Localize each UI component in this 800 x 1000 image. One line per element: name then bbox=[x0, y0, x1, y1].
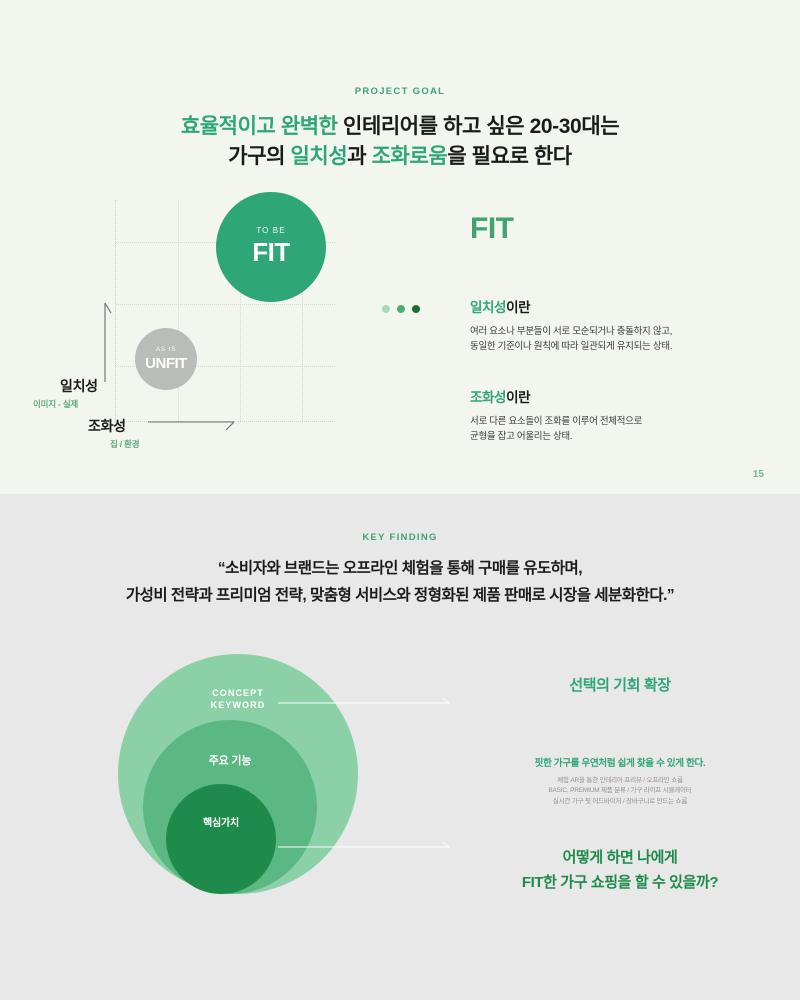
definition-1-line1: 여러 요소나 부분들이 서로 모순되거나 충돌하지 않고, bbox=[470, 326, 673, 337]
question-line2-b: 한 가구 쇼핑을 할 수 있을까? bbox=[543, 873, 719, 891]
definition-block-harmony: 조화성이란 서로 다른 요소들이 조화를 이루어 전체적으로 균형을 잡고 어울… bbox=[470, 386, 760, 445]
circle-outer-line2: KEYWORD bbox=[210, 700, 266, 711]
slide2-quote: “소비자와 브랜드는 오프라인 체험을 통해 구매를 유도하며, 가성비 전략과… bbox=[60, 556, 740, 609]
dot-2 bbox=[397, 305, 405, 313]
definition-1-body: 여러 요소나 부분들이 서로 모순되거나 충돌하지 않고, 동일한 기준이나 원… bbox=[470, 324, 760, 355]
slide2-eyebrow: KEY FINDING bbox=[362, 532, 438, 543]
concentric-circles-diagram: CONCEPT KEYWORD 주요 기능 핵심가치 bbox=[118, 654, 451, 914]
definition-2-suffix: 이란 bbox=[506, 389, 531, 405]
slide2-findings-panel: 선택의 기회 확장 핏한 가구를 우연처럼 쉽게 찾을 수 있게 한다. 체험 … bbox=[470, 674, 770, 896]
title-rest-1: 인테리어를 하고 싶은 20-30대는 bbox=[337, 115, 620, 138]
feature-list: 체험 AR을 통한 인테리어 프리뷰 / 오프라인 쇼룸 BASIC, PREM… bbox=[470, 776, 770, 807]
x-axis-arrow-icon bbox=[148, 421, 235, 431]
circle-middle-label: 주요 기능 bbox=[208, 755, 252, 767]
definition-block-consistency: 일치성이란 여러 요소나 부분들이 서로 모순되거나 충돌하지 않고, 동일한 … bbox=[470, 296, 760, 355]
fit-heading: FIT bbox=[470, 212, 514, 245]
question-line1-c: 에게 bbox=[650, 849, 678, 867]
quote-line-1: “소비자와 브랜드는 오프라인 체험을 통해 구매를 유도하며, bbox=[217, 560, 583, 577]
title-part-2a: 가구의 bbox=[228, 145, 291, 169]
feature-line-1: 체험 AR을 통한 인테리어 프리뷰 / 오프라인 쇼룸 bbox=[557, 777, 683, 784]
definition-1-line2: 동일한 기준이나 원칙에 따라 일관되게 유지되는 상태. bbox=[470, 341, 673, 353]
definition-2-line1: 서로 다른 요소들이 조화를 이루어 전체적으로 bbox=[470, 415, 643, 427]
feature-line-3: 실시간 가구 핏 어드바이저 / 장바구니로 만드는 쇼룸 bbox=[552, 797, 688, 805]
question-line1-a: 어떻게 하면 bbox=[562, 849, 638, 867]
bubble-unfit-label: UNFIT bbox=[145, 355, 187, 372]
circle-outer-line1: CONCEPT bbox=[212, 688, 264, 698]
slide-project-goal: PROJECT GOAL 효율적이고 완벽한 인테리어를 하고 싶은 20-30… bbox=[0, 0, 800, 494]
slide1-page-number: 15 bbox=[752, 469, 764, 480]
bubble-unfit-caption: AS IS bbox=[155, 346, 177, 353]
slide-key-finding: KEY FINDING “소비자와 브랜드는 오프라인 체험을 통해 구매를 유… bbox=[0, 494, 800, 1000]
title-highlight-1: 효율적이고 완벽한 bbox=[180, 115, 338, 138]
grid-hline bbox=[116, 366, 335, 367]
circle-core-value: 핵심가치 bbox=[166, 784, 276, 894]
closing-question: 어떻게 하면 나에게 FIT한 가구 쇼핑을 할 수 있을까? bbox=[470, 846, 770, 896]
y-axis-arrow-icon bbox=[104, 302, 112, 382]
feature-line-2: BASIC, PREMIUM 제품 분류 / 가구 라이프 시뮬레이터 bbox=[548, 787, 692, 795]
bubble-fit-caption: TO BE bbox=[256, 226, 286, 235]
question-line1-b: 나 bbox=[637, 849, 651, 867]
bubble-fit-label: FIT bbox=[252, 237, 290, 267]
grid-hline bbox=[116, 304, 335, 305]
y-axis-sublabel: 이미지 - 실제 bbox=[33, 399, 79, 409]
expansion-heading: 선택의 기회 확장 bbox=[569, 677, 671, 694]
definition-2-line2: 균형을 잡고 어울리는 상태. bbox=[470, 431, 573, 443]
x-axis-sublabel: 집 / 환경 bbox=[110, 439, 140, 449]
progress-dots bbox=[382, 305, 420, 313]
y-axis-label: 일치성 bbox=[60, 378, 98, 394]
question-line2-a: FIT bbox=[521, 873, 544, 891]
dot-3 bbox=[412, 305, 420, 313]
leader-line-top-icon bbox=[278, 698, 451, 704]
grid-vline bbox=[240, 200, 241, 421]
fit-unfit-matrix: TO BE FIT AS IS UNFIT bbox=[115, 192, 335, 422]
definition-1-title: 일치성이란 bbox=[470, 296, 760, 316]
slide1-title: 효율적이고 완벽한 인테리어를 하고 싶은 20-30대는 가구의 일치성과 조… bbox=[0, 112, 800, 173]
title-highlight-2: 일치성 bbox=[290, 145, 348, 169]
circle-core-label: 핵심가치 bbox=[203, 818, 239, 829]
grid-vline bbox=[178, 200, 179, 421]
definition-1-term: 일치성 bbox=[470, 300, 507, 315]
leader-line-bottom-icon bbox=[278, 842, 451, 848]
slide1-eyebrow: PROJECT GOAL bbox=[354, 86, 446, 97]
title-part-2c: 과 bbox=[347, 145, 372, 169]
fit-furniture-subheading: 핏한 가구를 우연처럼 쉽게 찾을 수 있게 한다. bbox=[534, 758, 706, 769]
dot-1 bbox=[382, 305, 390, 313]
definition-2-title: 조화성이란 bbox=[470, 386, 760, 406]
bubble-as-is-unfit: AS IS UNFIT bbox=[135, 328, 197, 390]
title-highlight-3: 조화로움 bbox=[371, 145, 448, 169]
x-axis-label: 조화성 bbox=[88, 418, 126, 434]
title-part-2e: 을 필요로 한다 bbox=[447, 145, 572, 169]
definition-1-suffix: 이란 bbox=[506, 300, 531, 315]
quote-line-2: 가성비 전략과 프리미엄 전략, 맞춤형 서비스와 정형화된 제품 판매로 시장… bbox=[125, 586, 675, 604]
bubble-to-be-fit: TO BE FIT bbox=[216, 192, 326, 302]
definition-2-body: 서로 다른 요소들이 조화를 이루어 전체적으로 균형을 잡고 어울리는 상태. bbox=[470, 414, 760, 445]
definition-2-term: 조화성 bbox=[470, 389, 507, 405]
slide1-definitions-panel: FIT 일치성이란 여러 요소나 부분들이 서로 모순되거나 충돌하지 않고, … bbox=[470, 212, 760, 445]
grid-vline bbox=[302, 200, 303, 421]
